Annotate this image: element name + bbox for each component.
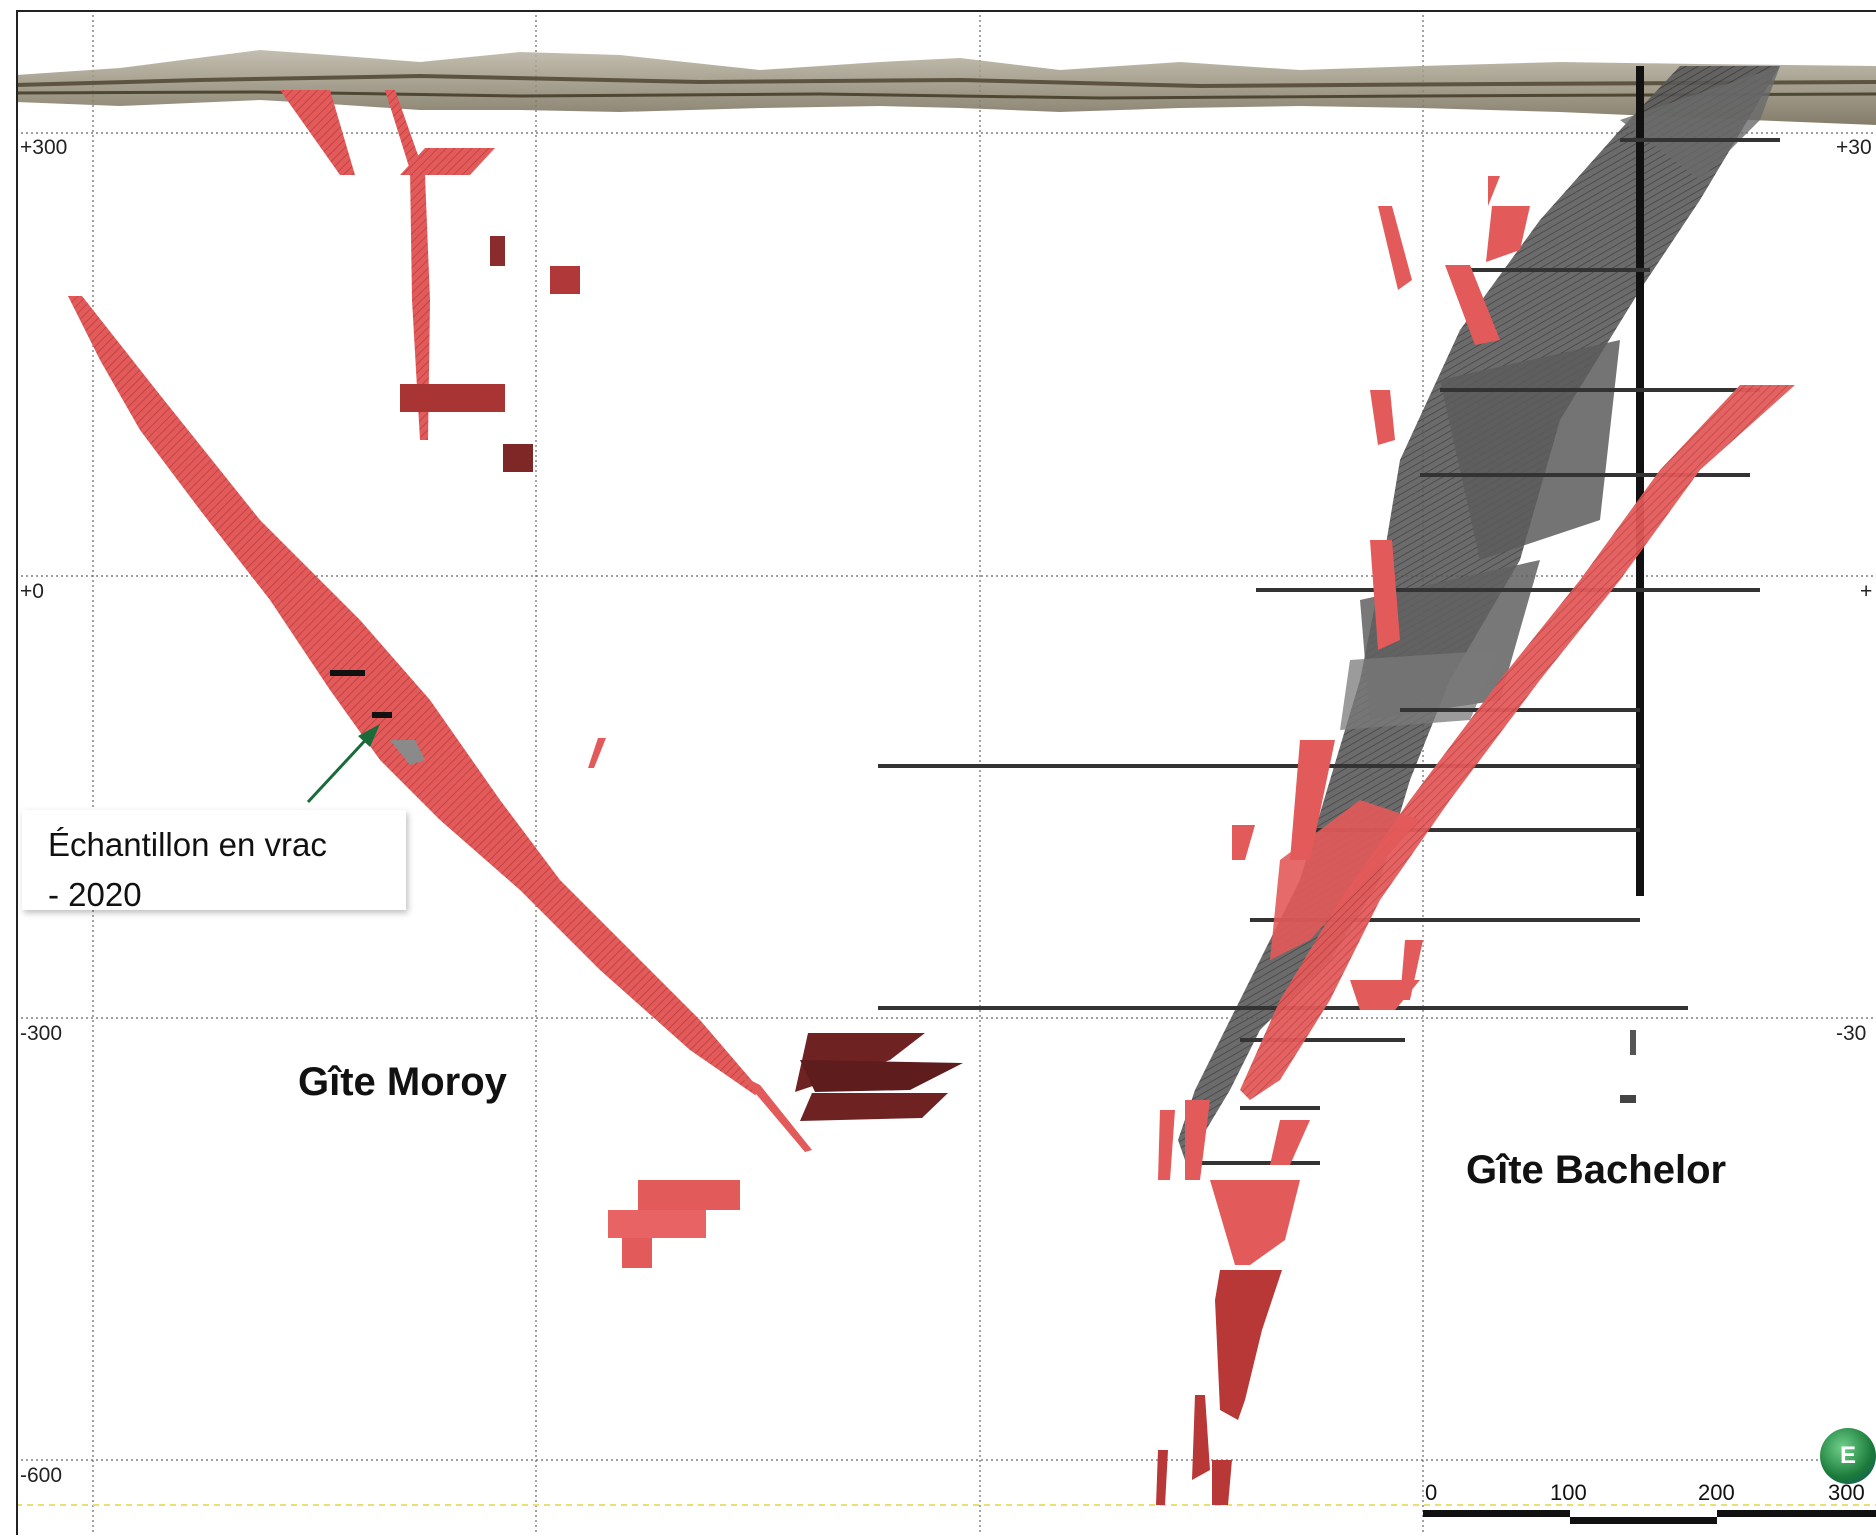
topography-surface (15, 50, 1876, 125)
callout-line-1: Échantillon en vrac (48, 826, 327, 863)
orientation-compass-icon[interactable]: E (1820, 1428, 1876, 1484)
callout-line-2: - 2020 (48, 876, 142, 913)
bachelor-veins (1156, 176, 1795, 1505)
elevation-label-left-0: +0 (18, 580, 46, 604)
deposit-label-bachelor: Gîte Bachelor (1466, 1148, 1727, 1192)
moroy-main-vein (68, 296, 760, 1095)
scale-label-200: 200 (1698, 1480, 1735, 1505)
elevation-label-right-0: + (1858, 580, 1875, 604)
bulk-sample-callout: Échantillon en vrac - 2020 (22, 810, 406, 913)
deposit-label-moroy: Gîte Moroy (298, 1060, 507, 1104)
scale-label-100: 100 (1550, 1480, 1587, 1505)
callout-arrow (306, 724, 380, 804)
elevation-label-right-300: +30 (1834, 136, 1874, 160)
bachelor-main-vein (1240, 385, 1795, 1100)
scale-bar (1423, 1510, 1876, 1524)
elevation-label-left-minus600: -600 (18, 1464, 65, 1488)
scale-label-0: 0 (1425, 1480, 1438, 1505)
view-frame (16, 10, 1876, 1535)
grid (16, 10, 1876, 1535)
elevation-label-right-minus300: -30 (1834, 1022, 1869, 1046)
elevation-label-left-minus300: -300 (18, 1022, 65, 1046)
scale-label-300: 300 (1828, 1480, 1865, 1505)
moroy-veins (68, 90, 963, 1268)
elevation-label-left-300: +300 (18, 136, 70, 160)
